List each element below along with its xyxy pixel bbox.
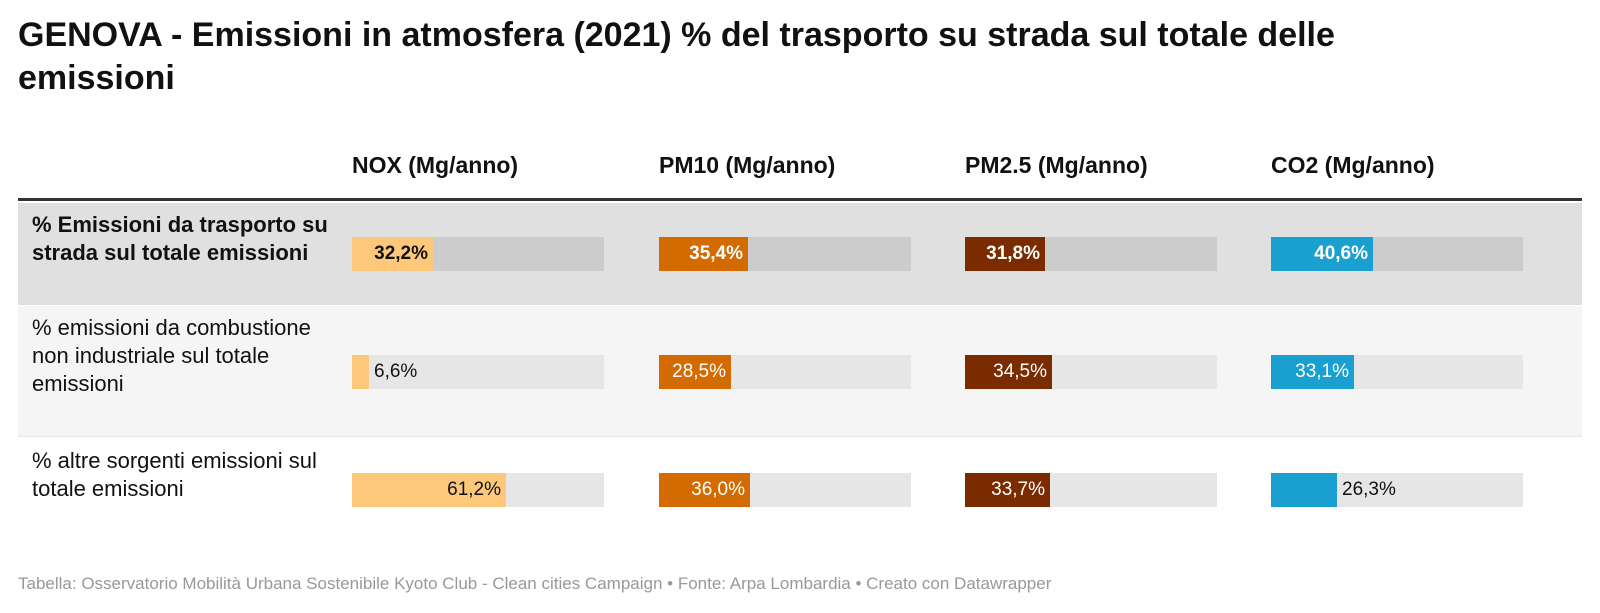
column-header-pm10: PM10 (Mg/anno) [659, 152, 836, 178]
bar-co2 [1271, 355, 1354, 389]
bar-value-label: 26,3% [1342, 479, 1396, 500]
bar-value-label: 32,2% [374, 243, 428, 264]
bar-value-label: 34,5% [993, 361, 1047, 382]
chart-title: GENOVA - Emissioni in atmosfera (2021) %… [18, 16, 1335, 97]
table-row-non-industrial-combustion: % emissioni da combustione non industria… [18, 306, 1582, 437]
bar-value-label: 33,1% [1295, 361, 1349, 382]
bar-value-label: 40,6% [1314, 243, 1368, 264]
column-header-pm25: PM2.5 (Mg/anno) [965, 152, 1148, 178]
bar-track-pm10: 35,4% [659, 237, 911, 271]
row-label: % emissioni da combustione non industria… [32, 315, 311, 396]
bar-value-label: 33,7% [991, 479, 1045, 500]
bar-value-label: 31,8% [986, 243, 1040, 264]
bar-track-co2: 33,1% [1271, 355, 1523, 389]
bar-track-pm25: 34,5% [965, 355, 1217, 389]
chart-footer: Tabella: Osservatorio Mobilità Urbana So… [18, 574, 1052, 593]
bar-track-nox: 61,2% [352, 473, 604, 507]
bar-co2 [1271, 237, 1373, 271]
bar-pm25 [965, 355, 1052, 389]
bar-track-co2: 40,6% [1271, 237, 1523, 271]
bar-pm10 [659, 237, 748, 271]
table-row-other-sources: % altre sorgenti emissioni sul totale em… [18, 437, 1582, 542]
bar-track-pm10: 28,5% [659, 355, 911, 389]
bar-nox [352, 237, 433, 271]
table-row-road-transport: % Emissioni da trasporto su strada sul t… [18, 203, 1582, 305]
bar-value-label: 6,6% [374, 361, 418, 382]
row-label: % Emissioni da trasporto su strada sul t… [32, 212, 328, 265]
column-header-nox: NOX (Mg/anno) [352, 152, 519, 178]
column-header-co2: CO2 (Mg/anno) [1271, 152, 1435, 178]
bar-value-label: 36,0% [691, 479, 745, 500]
bar-pm10 [659, 473, 750, 507]
bar-value-label: 61,2% [447, 479, 501, 500]
bar-nox [352, 355, 369, 389]
table-header: NOX (Mg/anno) PM10 (Mg/anno) PM2.5 (Mg/a… [18, 140, 1582, 201]
bar-track-pm25: 31,8% [965, 237, 1217, 271]
bar-track-nox: 32,2% [352, 237, 604, 271]
bar-value-label: 35,4% [689, 243, 743, 264]
bar-track-co2: 26,3% [1271, 473, 1523, 507]
bar-pm25 [965, 473, 1050, 507]
bar-track-pm10: 36,0% [659, 473, 911, 507]
row-label: % altre sorgenti emissioni sul totale em… [32, 448, 317, 501]
bar-co2 [1271, 473, 1337, 507]
bar-track-pm25: 33,7% [965, 473, 1217, 507]
bar-pm10 [659, 355, 731, 389]
bar-pm25 [965, 237, 1045, 271]
bar-value-label: 28,5% [672, 361, 726, 382]
bar-track-nox: 6,6% [352, 355, 604, 389]
bar-nox [352, 473, 506, 507]
